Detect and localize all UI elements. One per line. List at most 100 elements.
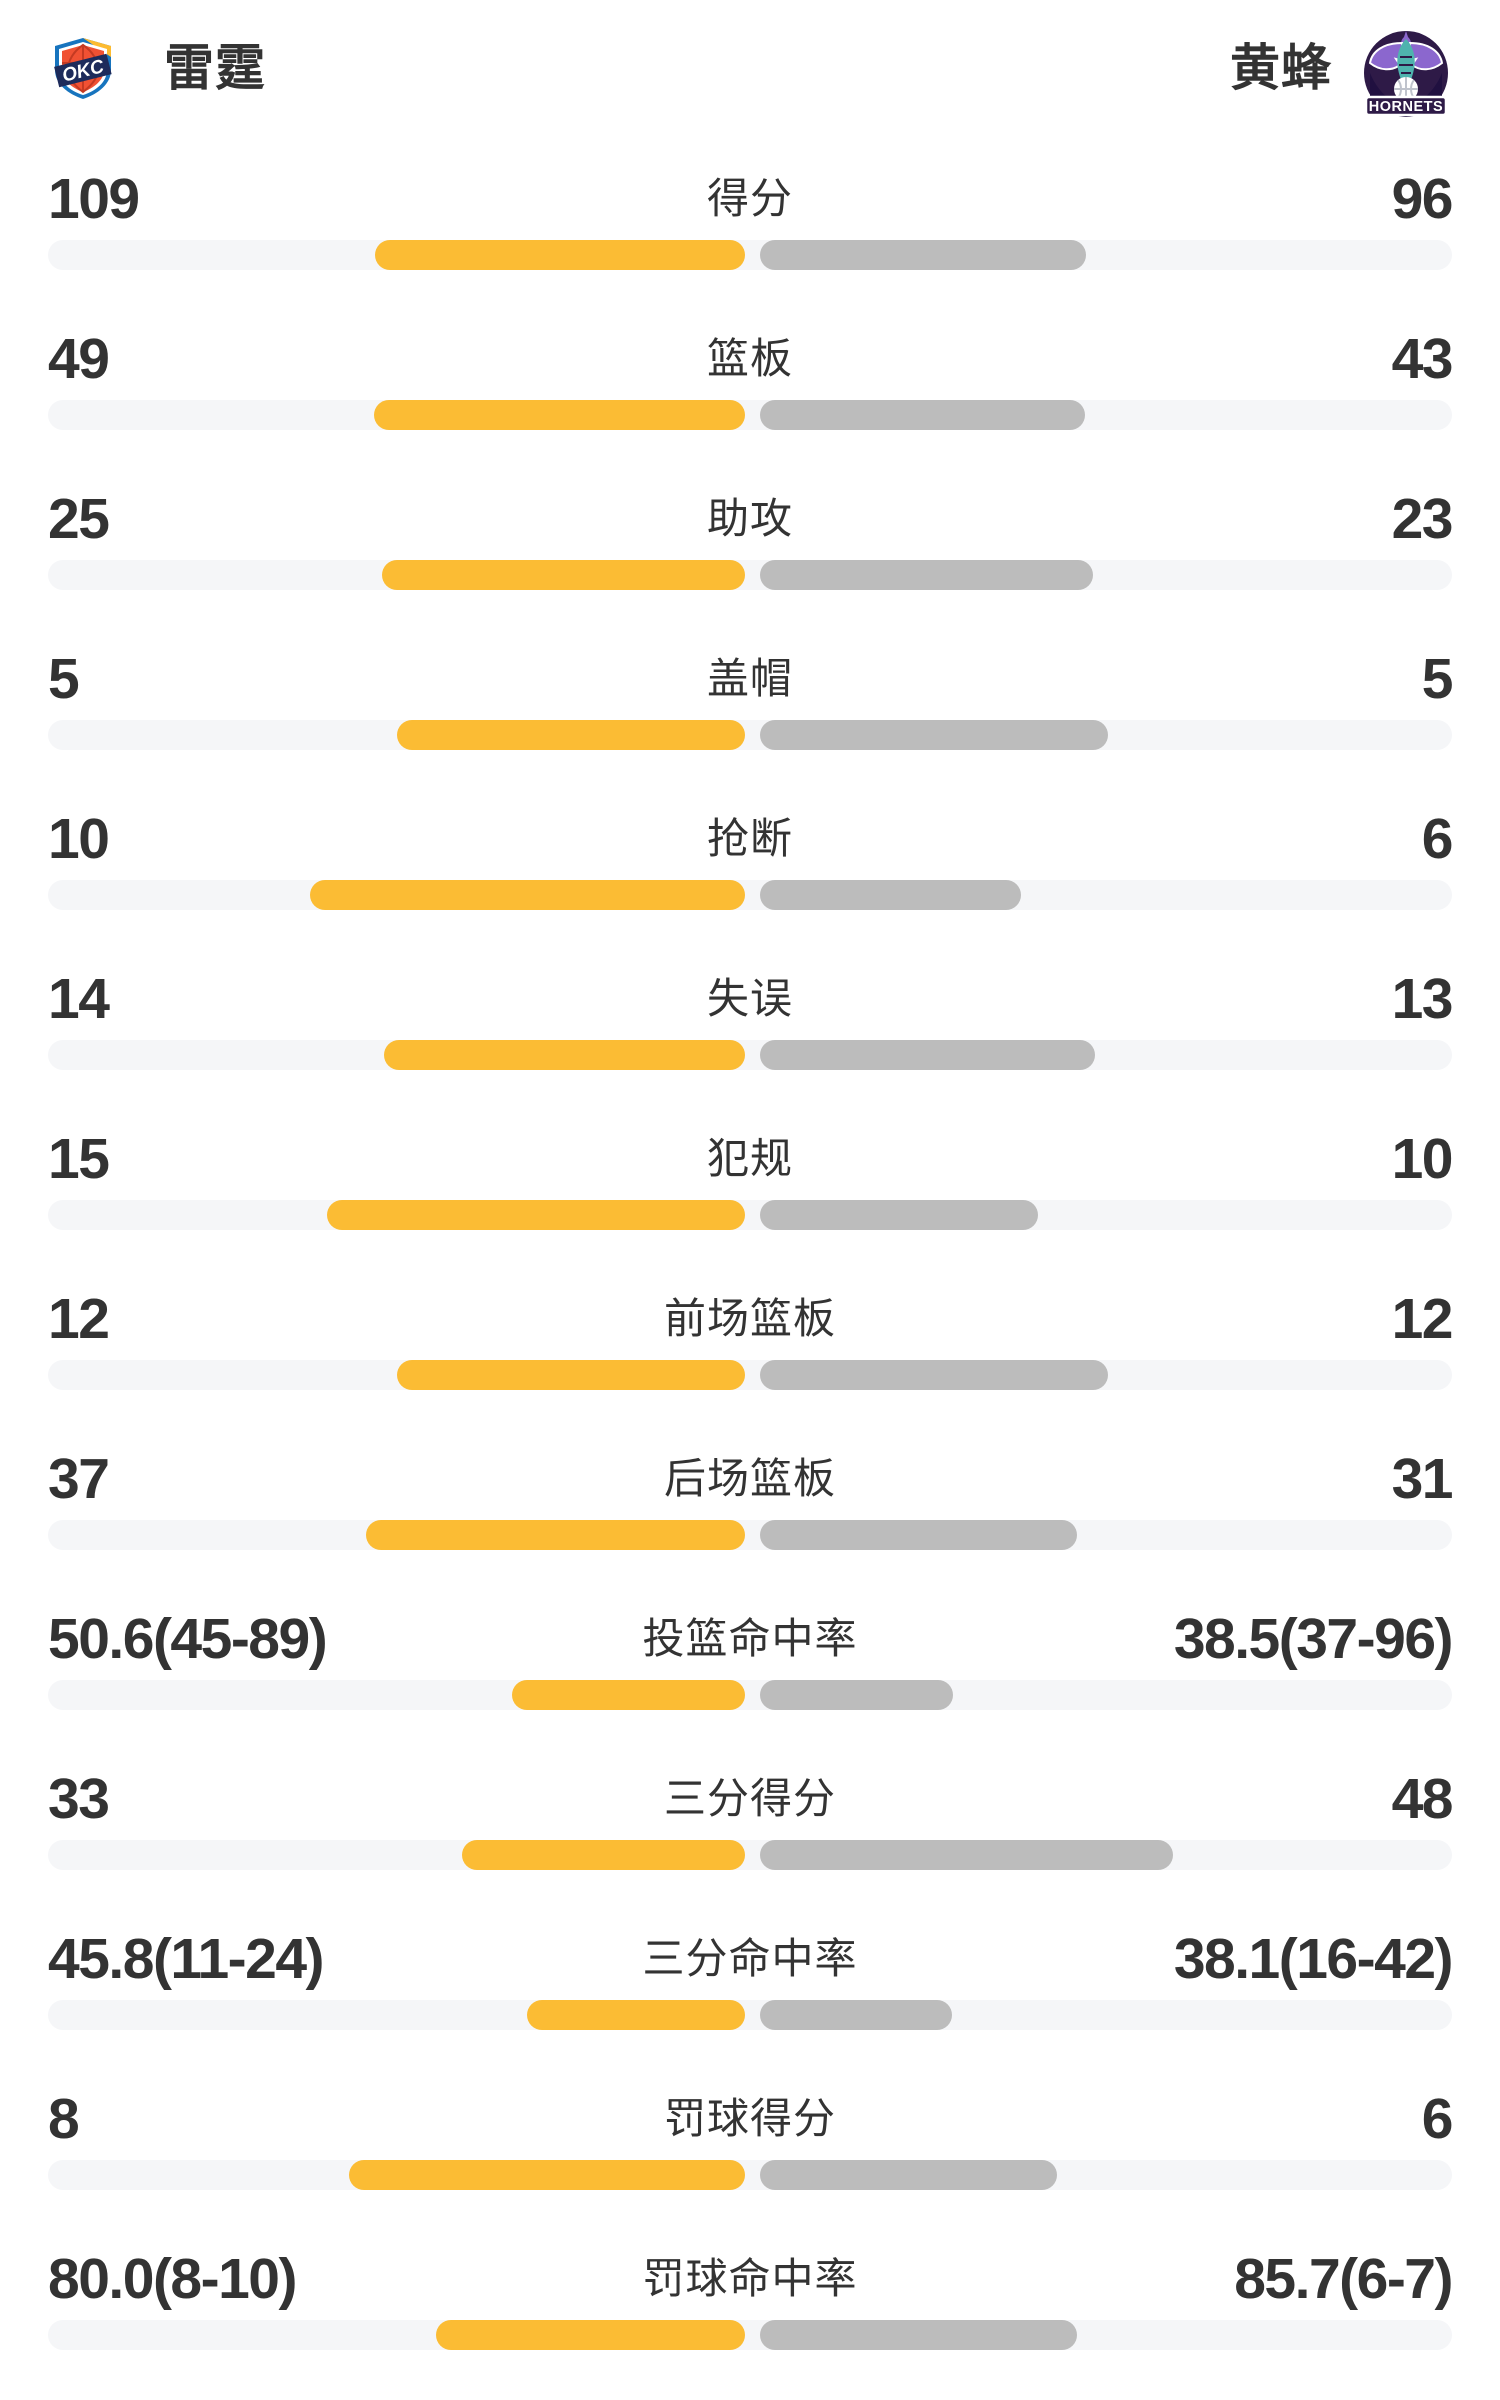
away-team: HORNETS 黄蜂 [1230,13,1452,123]
home-bar [384,1040,745,1070]
away-bar [760,1840,1173,1870]
stat-values: 12 前场篮板 12 [48,1287,1454,1351]
stat-row: 14 失误 13 [48,967,1454,1070]
home-value: 12 [48,1287,110,1351]
stat-values: 33 三分得分 48 [48,1767,1454,1831]
bar-track [48,1040,1452,1070]
away-value: 43 [1391,327,1454,391]
away-bar [760,240,1086,270]
stat-values: 14 失误 13 [48,967,1454,1031]
home-value: 33 [48,1767,110,1831]
stat-label: 前场篮板 [663,1295,836,1342]
home-value: 5 [48,647,80,711]
match-header: OKC 雷霆 HORNETS 黄蜂 [48,0,1452,117]
stat-values: 15 犯规 10 [48,1127,1454,1191]
home-value: 80.0(8-10) [48,2247,298,2311]
away-bar [760,880,1021,910]
hornets-logo: HORNETS [1364,31,1448,117]
stat-label: 失误 [706,975,793,1022]
away-bar [760,1200,1038,1230]
away-bar [760,2160,1057,2190]
stat-label: 盖帽 [706,655,793,702]
stat-label: 犯规 [706,1135,793,1182]
stat-row: 25 助攻 23 [48,487,1454,590]
stat-row: 10 抢断 6 [48,807,1454,910]
home-value: 10 [48,807,110,871]
stat-row: 8 罚球得分 6 [48,2087,1454,2190]
stat-label: 抢断 [706,815,793,862]
bar-track [48,2320,1452,2350]
bar-track [48,400,1452,430]
bar-track [48,1360,1452,1390]
stat-values: 80.0(8-10) 罚球命中率 85.7(6-7) [48,2247,1453,2311]
stat-values: 45.8(11-24) 三分命中率 38.1(16-42) [48,1927,1454,1991]
stat-label: 篮板 [706,335,793,382]
bar-track [48,560,1452,590]
home-value: 49 [48,327,110,391]
away-bar [760,1680,953,1710]
away-value: 23 [1391,487,1454,551]
svg-text:HORNETS: HORNETS [1369,99,1443,115]
home-bar [462,1840,745,1870]
away-team-name: 黄蜂 [1230,40,1332,96]
stat-values: 49 篮板 43 [48,327,1454,391]
home-bar [349,2160,745,2190]
away-value: 31 [1391,1447,1454,1511]
stats-list: 109 得分 96 49 篮板 43 25 助攻 23 [48,167,1454,2350]
stat-values: 25 助攻 23 [48,487,1454,551]
away-value: 85.7(6-7) [1234,2247,1453,2311]
stat-row: 5 盖帽 5 [48,647,1454,750]
stat-label: 罚球命中率 [642,2255,858,2302]
home-value: 37 [48,1447,110,1511]
home-value: 45.8(11-24) [48,1927,325,1991]
away-bar [760,2320,1077,2350]
stat-label: 罚球得分 [663,2095,836,2142]
home-value: 109 [48,167,140,231]
stat-values: 109 得分 96 [48,167,1454,231]
away-value: 10 [1391,1127,1454,1191]
stat-values: 5 盖帽 5 [48,647,1454,711]
stat-row: 45.8(11-24) 三分命中率 38.1(16-42) [48,1927,1454,2030]
away-value: 13 [1391,967,1454,1031]
stat-values: 50.6(45-89) 投篮命中率 38.5(37-96) [48,1607,1454,1671]
stat-label: 后场篮板 [663,1455,836,1502]
bar-track [48,880,1452,910]
home-bar [382,560,745,590]
home-team-name: 雷霆 [164,40,266,96]
stat-row: 37 后场篮板 31 [48,1447,1454,1550]
stat-row: 109 得分 96 [48,167,1454,270]
home-bar [375,240,745,270]
away-value: 38.5(37-96) [1173,1607,1454,1671]
away-value: 6 [1421,807,1454,871]
away-bar [760,400,1085,430]
stat-label: 助攻 [706,495,793,542]
away-bar [760,560,1093,590]
stat-label: 三分命中率 [642,1935,858,1982]
bar-track [48,720,1452,750]
home-bar [310,880,745,910]
bar-track [48,1840,1452,1870]
home-bar [527,2000,745,2030]
bar-track [48,1680,1452,1710]
away-bar [760,1520,1077,1550]
stat-label: 投篮命中率 [642,1615,858,1662]
stat-label: 得分 [706,175,793,222]
home-bar [436,2320,745,2350]
home-bar [366,1520,745,1550]
home-bar [374,400,745,430]
stat-label: 三分得分 [663,1775,836,1822]
home-bar [512,1680,745,1710]
bar-track [48,2160,1452,2190]
away-bar [760,1040,1095,1070]
away-bar [760,2000,952,2030]
home-value: 50.6(45-89) [48,1607,328,1671]
away-value: 5 [1421,647,1454,711]
home-bar [327,1200,745,1230]
bar-track [48,2000,1452,2030]
home-team: OKC 雷霆 [48,33,266,103]
home-bar [397,1360,745,1390]
away-value: 6 [1421,2087,1454,2151]
away-value: 48 [1391,1767,1454,1831]
stat-row: 12 前场篮板 12 [48,1287,1454,1390]
